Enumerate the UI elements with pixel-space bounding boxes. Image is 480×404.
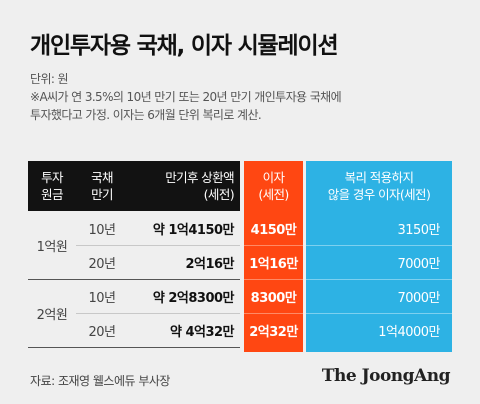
header-principal: 투자 원금 bbox=[41, 170, 63, 202]
row-divider bbox=[76, 313, 240, 314]
group-principal-2: 2억원 bbox=[36, 307, 68, 323]
interest-column-background bbox=[244, 161, 303, 352]
table-row-maturity-amount: 약 1억4150만 bbox=[152, 222, 235, 238]
row-divider bbox=[244, 245, 303, 246]
chart-notes: 단위: 원 ※A씨가 연 3.5%의 10년 만기 또는 20년 만기 개인투자… bbox=[30, 70, 460, 124]
table-row-interest: 2억32만 bbox=[249, 324, 298, 340]
assumption-note-line-1: ※A씨가 연 3.5%의 10년 만기 또는 20년 만기 개인투자용 국채에 bbox=[30, 90, 342, 104]
group-divider bbox=[28, 279, 240, 280]
header-term: 국채 만기 bbox=[91, 170, 113, 202]
row-divider bbox=[244, 313, 303, 314]
table-bottom-rule bbox=[28, 347, 240, 348]
table-row-maturity-amount: 약 4억32만 bbox=[169, 324, 235, 340]
table-row-interest: 1억16만 bbox=[249, 256, 298, 272]
table-header-background bbox=[28, 161, 240, 211]
group-divider bbox=[306, 279, 452, 280]
table-row-no-compound-interest: 7000만 bbox=[397, 290, 440, 306]
row-divider bbox=[306, 245, 452, 246]
source-credit: 자료: 조재영 웰스에듀 부사장 bbox=[30, 374, 170, 388]
table-row-no-compound-interest: 1억4000만 bbox=[378, 324, 440, 340]
table-row-term: 20년 bbox=[88, 256, 116, 272]
table-row-term: 20년 bbox=[88, 324, 116, 340]
table-row-no-compound-interest: 3150만 bbox=[397, 222, 440, 238]
table-row-no-compound-interest: 7000만 bbox=[397, 256, 440, 272]
header-interest: 이자 (세전) bbox=[258, 170, 289, 202]
group-principal-1: 1억원 bbox=[36, 239, 68, 255]
joongang-logo: The JoongAng bbox=[321, 366, 451, 386]
table-row-term: 10년 bbox=[88, 222, 116, 238]
table-row-maturity-amount: 2억16만 bbox=[185, 256, 234, 272]
group-divider bbox=[244, 279, 303, 280]
table-row-maturity-amount: 약 2억8300만 bbox=[152, 290, 235, 306]
no-compound-column-background bbox=[306, 161, 452, 352]
assumption-note-line-2: 투자했다고 가정. 이자는 6개월 단위 복리로 계산. bbox=[30, 108, 262, 122]
unit-label: 단위: 원 bbox=[30, 72, 69, 86]
row-divider bbox=[76, 245, 240, 246]
table-row-interest: 8300만 bbox=[250, 290, 297, 306]
header-maturity-amount: 만기후 상환액 (세전) bbox=[165, 170, 234, 202]
header-no-compound-interest: 복리 적용하지 않을 경우 이자(세전) bbox=[327, 170, 431, 202]
table-row-interest: 4150만 bbox=[250, 222, 297, 238]
row-divider bbox=[306, 313, 452, 314]
table-row-term: 10년 bbox=[88, 290, 116, 306]
page-title: 개인투자용 국채, 이자 시뮬레이션 bbox=[30, 33, 339, 59]
